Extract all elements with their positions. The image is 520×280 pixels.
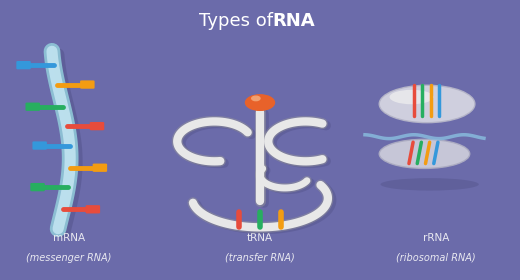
FancyBboxPatch shape [86, 205, 100, 213]
FancyBboxPatch shape [30, 183, 45, 191]
FancyBboxPatch shape [25, 102, 40, 111]
Text: Types of: Types of [200, 12, 279, 30]
Text: RNA: RNA [272, 12, 315, 30]
Text: mRNA: mRNA [53, 234, 85, 243]
Text: tRNA: tRNA [247, 234, 273, 243]
FancyBboxPatch shape [16, 61, 31, 69]
Ellipse shape [381, 178, 479, 191]
Circle shape [252, 96, 260, 101]
FancyBboxPatch shape [93, 164, 107, 172]
FancyBboxPatch shape [32, 141, 47, 150]
Circle shape [245, 95, 275, 110]
Text: (transfer RNA): (transfer RNA) [225, 253, 295, 263]
Text: (messenger RNA): (messenger RNA) [26, 253, 111, 263]
Ellipse shape [379, 139, 470, 168]
Text: (ribosomal RNA): (ribosomal RNA) [396, 253, 476, 263]
Ellipse shape [389, 90, 434, 104]
FancyBboxPatch shape [90, 122, 104, 130]
Ellipse shape [379, 85, 475, 123]
FancyBboxPatch shape [80, 80, 95, 89]
Text: rRNA: rRNA [423, 234, 449, 243]
